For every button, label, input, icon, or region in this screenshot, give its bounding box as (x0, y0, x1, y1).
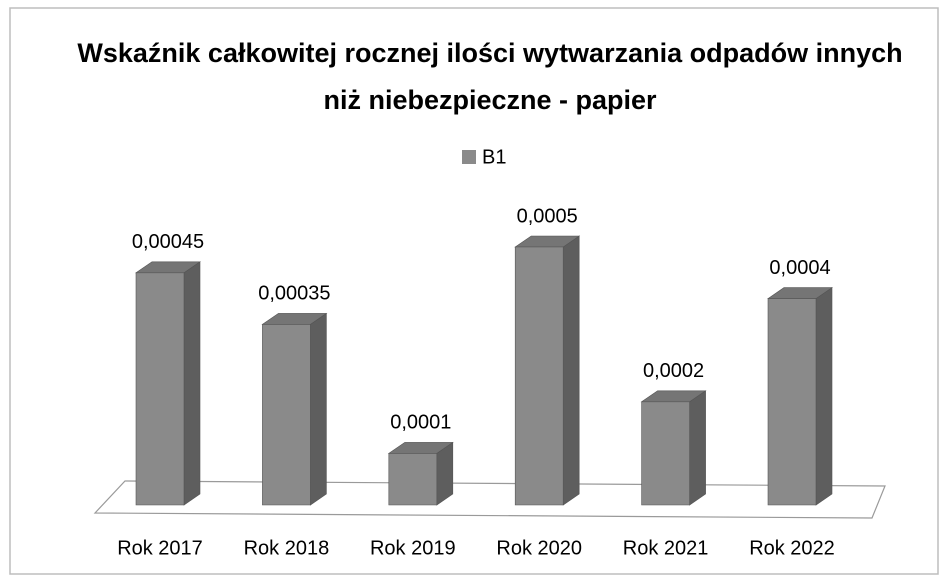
bar (514, 235, 581, 506)
value-label: 0,0001 (390, 412, 451, 434)
x-tick-label: Rok 2019 (370, 537, 456, 559)
floor (93, 480, 886, 519)
bar-front (388, 453, 438, 506)
x-tick-label: Rok 2022 (749, 537, 835, 559)
value-label: 0,00045 (132, 231, 204, 253)
bar (135, 261, 201, 506)
bar-front (767, 298, 817, 506)
x-tick-label: Rok 2017 (117, 537, 203, 559)
x-tick-label: Rok 2021 (623, 537, 709, 559)
bar-front (641, 401, 690, 506)
bar-front (514, 246, 564, 506)
chart-title: Wskaźnik całkowitej rocznej ilości wytwa… (77, 38, 903, 115)
value-label: 0,00035 (258, 283, 330, 305)
bar (767, 287, 833, 506)
value-label: 0,0002 (643, 360, 704, 382)
x-tick-label: Rok 2020 (496, 537, 582, 559)
bar-side (183, 261, 201, 506)
bar-side (815, 287, 833, 506)
bar-front (262, 324, 311, 506)
legend-label: B1 (482, 146, 506, 168)
bar-front (135, 272, 185, 506)
chart-border (9, 7, 939, 575)
legend-swatch (462, 150, 476, 164)
bar (387, 441, 454, 506)
bar-side (689, 390, 706, 506)
value-label: 0,0004 (769, 257, 830, 279)
bar (640, 390, 707, 506)
bar-side (310, 312, 327, 506)
x-tick-label: Rok 2018 (244, 537, 330, 559)
bar-side (562, 235, 580, 506)
bar (261, 312, 328, 506)
value-label: 0,0005 (517, 205, 578, 227)
